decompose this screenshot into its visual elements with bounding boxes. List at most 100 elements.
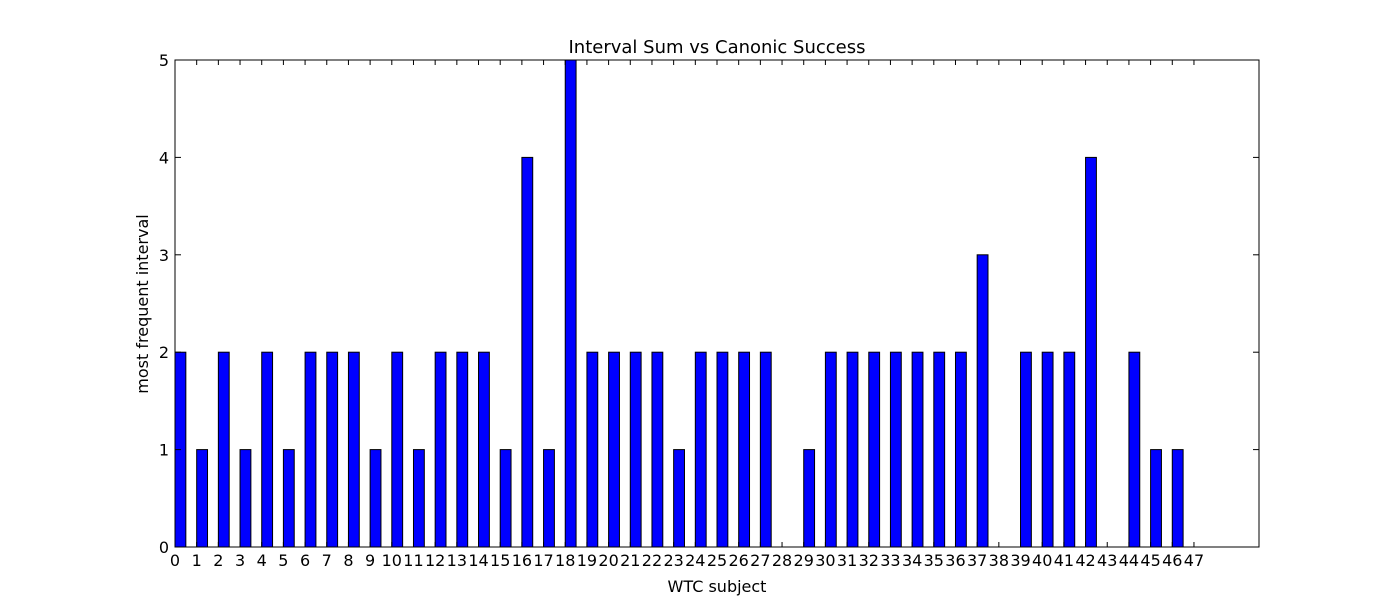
bar-23 [673, 449, 685, 548]
bar-35 [933, 351, 946, 548]
bar-6 [304, 351, 317, 548]
x-tick-label: 30 [815, 551, 835, 570]
bar-19 [586, 351, 599, 548]
bar-5 [282, 449, 295, 548]
x-tick-label: 14 [468, 551, 488, 570]
bar-27 [759, 351, 772, 548]
bar-21 [629, 351, 642, 548]
x-tick-label: 37 [967, 551, 987, 570]
x-tick-label: 6 [300, 551, 310, 570]
x-tick-label: 1 [192, 551, 202, 570]
bar-40 [1041, 351, 1054, 548]
bar-11 [412, 449, 425, 548]
x-tick-label: 7 [322, 551, 332, 570]
x-tick-label: 19 [577, 551, 597, 570]
bar-17 [543, 449, 555, 548]
y-tick-label: 3 [159, 246, 169, 265]
x-tick-label: 47 [1184, 551, 1204, 570]
x-tick-label: 27 [750, 551, 770, 570]
x-tick-label: 4 [257, 551, 267, 570]
x-tick-label: 45 [1140, 551, 1160, 570]
bar-16 [521, 156, 534, 548]
x-tick-label: 18 [555, 551, 575, 570]
bar-9 [369, 449, 382, 548]
bar-25 [716, 351, 729, 548]
bar-4 [261, 351, 274, 548]
bar-37 [976, 254, 989, 548]
x-tick-label: 28 [772, 551, 792, 570]
x-tick-label: 43 [1097, 551, 1117, 570]
x-tick-label: 33 [880, 551, 900, 570]
bar-2 [217, 351, 230, 548]
x-tick-label: 39 [1010, 551, 1030, 570]
x-tick-label: 44 [1119, 551, 1139, 570]
x-tick-label: 26 [729, 551, 749, 570]
x-tick-label: 38 [989, 551, 1009, 570]
bar-32 [868, 351, 881, 548]
bar-10 [391, 351, 404, 548]
x-tick-label: 21 [620, 551, 640, 570]
bar-15 [499, 449, 512, 548]
x-tick-label: 3 [235, 551, 245, 570]
x-tick-label: 31 [837, 551, 857, 570]
bar-26 [738, 351, 751, 548]
y-axis-label: most frequent interval [133, 214, 152, 393]
x-tick-label: 42 [1075, 551, 1095, 570]
bar-36 [954, 351, 967, 548]
x-tick-label: 35 [924, 551, 944, 570]
x-tick-label: 12 [425, 551, 445, 570]
x-tick-label: 17 [533, 551, 553, 570]
x-tick-label: 16 [512, 551, 532, 570]
bar-20 [608, 351, 620, 548]
x-tick-label: 36 [945, 551, 965, 570]
x-tick-label: 20 [598, 551, 618, 570]
x-tick-label: 41 [1054, 551, 1074, 570]
x-axis-label: WTC subject [668, 577, 767, 596]
bar-3 [239, 449, 252, 548]
x-tick-label: 2 [213, 551, 223, 570]
bar-1 [196, 449, 209, 548]
bar-29 [803, 449, 816, 548]
bar-30 [824, 351, 837, 548]
bar-8 [347, 351, 360, 548]
x-tick-label: 11 [403, 551, 423, 570]
x-tick-label: 23 [663, 551, 683, 570]
x-tick-label: 24 [685, 551, 705, 570]
chart-title: Interval Sum vs Canonic Success [569, 37, 866, 58]
bar-14 [478, 351, 490, 548]
bar-41 [1063, 351, 1076, 548]
y-tick-label: 1 [159, 441, 169, 460]
y-tick-label: 0 [159, 538, 169, 557]
x-tick-label: 8 [343, 551, 353, 570]
bars-layer [174, 59, 1184, 548]
x-tick-label: 22 [642, 551, 662, 570]
bar-31 [846, 351, 859, 548]
bar-45 [1150, 449, 1162, 548]
bar-39 [1020, 351, 1032, 548]
plot-frame [174, 59, 1260, 548]
x-tick-label: 5 [278, 551, 288, 570]
y-tick-label: 4 [159, 148, 169, 167]
bar-34 [911, 351, 924, 548]
x-tick-label: 10 [382, 551, 402, 570]
x-tick-label: 0 [170, 551, 180, 570]
bar-12 [434, 351, 447, 548]
bar-13 [456, 351, 469, 548]
x-tick-label: 9 [365, 551, 375, 570]
x-tick-label: 40 [1032, 551, 1052, 570]
y-tick-label: 5 [159, 51, 169, 70]
x-tick-label: 15 [490, 551, 510, 570]
bar-42 [1085, 156, 1097, 548]
x-tick-label: 46 [1162, 551, 1182, 570]
bar-22 [651, 351, 664, 548]
x-tick-label: 34 [902, 551, 922, 570]
bar-24 [694, 351, 707, 548]
x-tick-label: 29 [794, 551, 814, 570]
x-tick-label: 13 [447, 551, 467, 570]
bar-46 [1171, 449, 1184, 548]
x-tick-label: 32 [859, 551, 879, 570]
bar-18 [564, 59, 577, 548]
y-tick-label: 2 [159, 343, 169, 362]
